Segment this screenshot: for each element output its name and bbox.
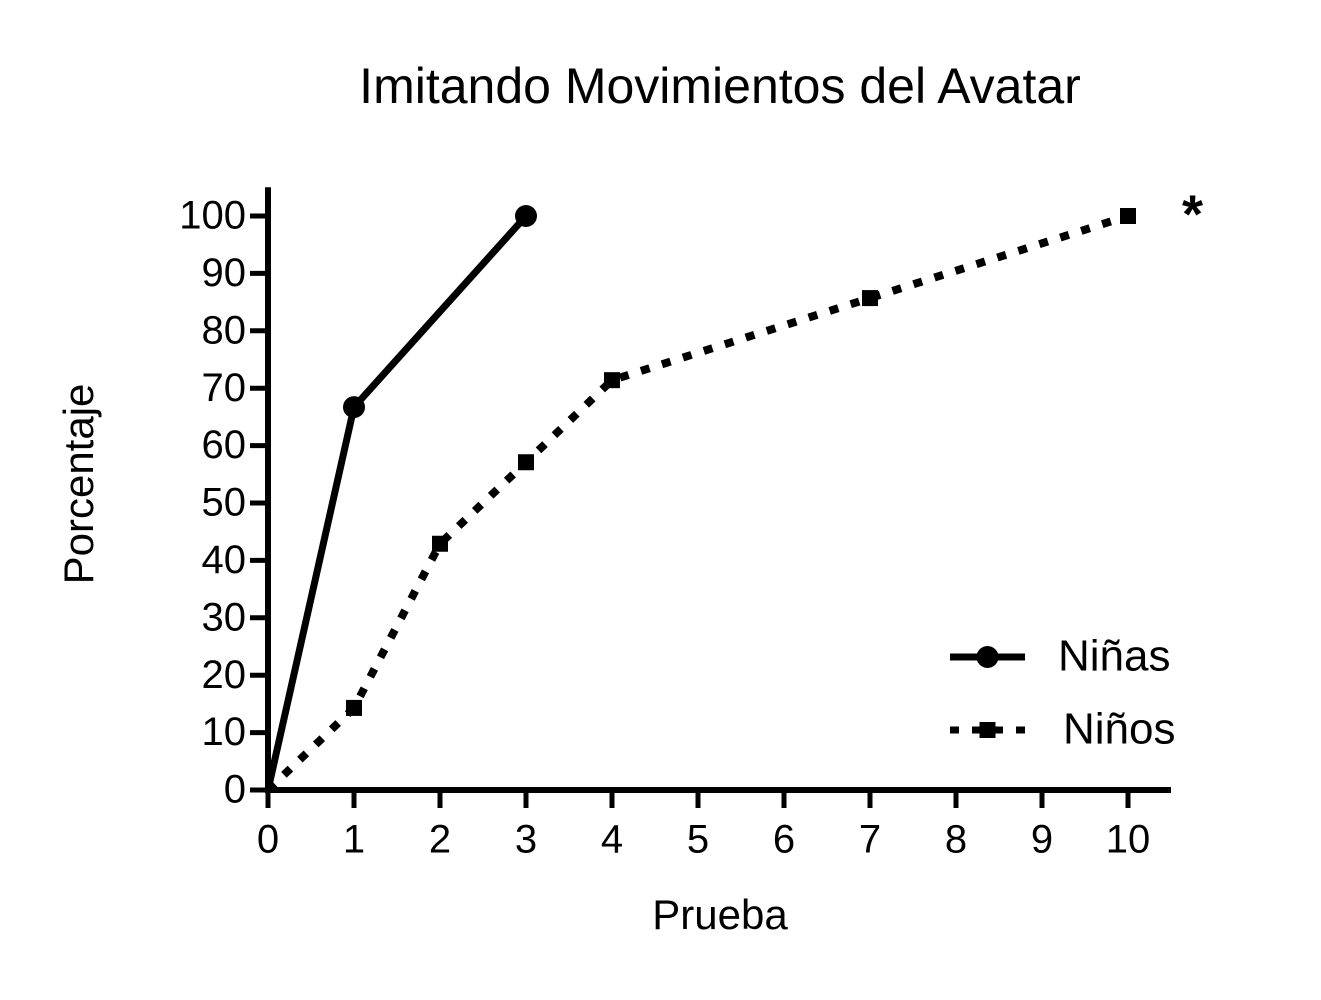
legend-marker	[976, 646, 999, 668]
legend-label: Niñas	[1058, 632, 1171, 681]
series-line	[264, 213, 529, 791]
x-tick-label: 8	[945, 818, 967, 862]
y-tick-label: 50	[202, 481, 247, 525]
y-tick-label: 20	[202, 653, 247, 697]
x-tick-label: 5	[687, 818, 709, 862]
marker	[862, 290, 878, 307]
x-tick-label: 6	[773, 818, 795, 862]
legend-label: Niños	[1063, 705, 1176, 754]
x-tick-label: 1	[343, 818, 365, 862]
x-axis-label: Prueba	[652, 891, 788, 938]
annotation: *	[1182, 185, 1203, 245]
marker	[515, 205, 537, 227]
series-line	[265, 212, 1130, 793]
y-tick-label: 100	[179, 194, 246, 238]
x-tick-label: 0	[257, 818, 279, 862]
marker	[518, 454, 534, 471]
y-tick-label: 10	[202, 710, 247, 754]
x-tick-label: 9	[1031, 818, 1053, 862]
y-tick-label: 90	[202, 251, 247, 295]
x-tick-label: 3	[515, 818, 537, 862]
marker	[432, 535, 448, 552]
x-tick-label: 7	[859, 818, 881, 862]
y-axis-label: Porcentaje	[55, 384, 102, 585]
y-tick-label: 80	[202, 308, 247, 352]
y-tick-label: 30	[202, 595, 247, 639]
x-tick-label: 10	[1106, 818, 1151, 862]
y-tick-label: 70	[202, 366, 247, 410]
y-tick-label: 40	[202, 538, 247, 582]
x-tick-label: 4	[601, 818, 623, 862]
x-tick-label: 2	[429, 818, 451, 862]
chart-title: Imitando Movimientos del Avatar	[359, 58, 1081, 114]
marker	[343, 396, 365, 419]
y-tick-label: 0	[224, 768, 246, 812]
marker	[1120, 208, 1136, 224]
legend-marker	[979, 722, 996, 738]
marker	[604, 372, 620, 389]
y-tick-label: 60	[202, 423, 247, 467]
marker	[346, 699, 362, 716]
